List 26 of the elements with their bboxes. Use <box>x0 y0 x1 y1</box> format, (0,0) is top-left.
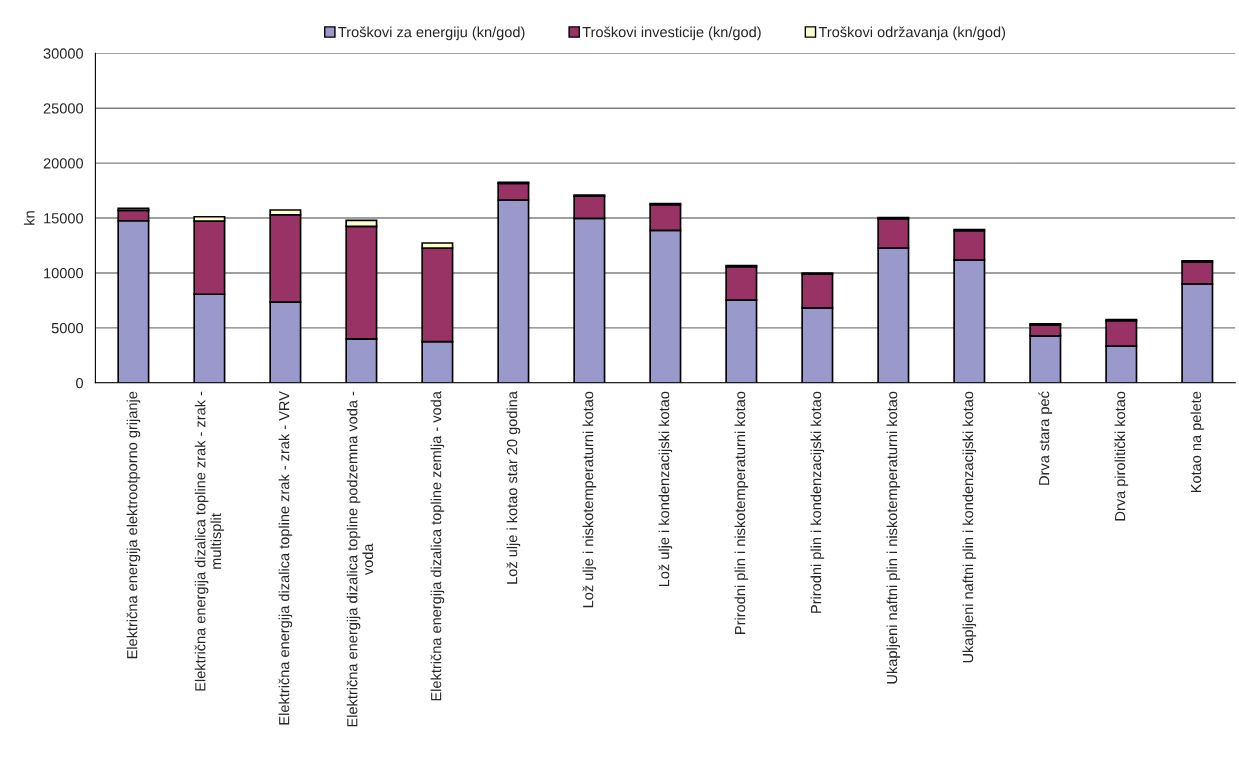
x-tick-label: Drva stara peć <box>1038 391 1053 485</box>
x-tick-label: Električna energija dizalica topline zrak - zrak - multisplit <box>194 391 225 691</box>
legend-label: Troškovi za energiju (kn/god) <box>338 26 525 41</box>
x-tick-label: Lož ulje i kondenzacijski kotao <box>658 391 673 587</box>
x-tick-label: Električna energija dizalica topline zemlja - voda <box>430 391 445 701</box>
y-tick-label: 10000 <box>44 268 84 279</box>
legend-label: Troškovi investicije (kn/god) <box>582 26 761 41</box>
x-tick-label: Prirodni plin i niskotemperaturni kotao <box>734 391 749 634</box>
legend-label: Troškovi održavanja (kn/god) <box>818 26 1006 41</box>
x-tick-label: Električna energija dizalica topline zrak - zrak - VRV <box>278 391 293 725</box>
y-tick-label: 0 <box>76 377 84 389</box>
y-tick-label: 30000 <box>43 48 84 59</box>
y-tick-label: 25000 <box>43 103 84 114</box>
x-tick-label: Drva pirolitički kotao <box>1114 391 1129 521</box>
y-tick-label: 15000 <box>44 213 84 224</box>
y-axis-title: kn <box>23 211 35 225</box>
x-tick-label: Prirodni plin i kondenzacijski kotao <box>810 391 825 613</box>
x-tick-label: Ukapljeni naftni plin i niskotemperaturni kotao <box>886 391 901 684</box>
x-tick-label: Lož ulje i niskotemperaturni kotao <box>582 391 597 608</box>
x-tick-label: Lož ulje i kotao star 20 godina <box>506 391 521 584</box>
x-tick-label: Električna energija elektrootporno grijanje <box>126 391 141 659</box>
x-tick-label: Ukapljeni naftni plin i kondenzacijski kotao <box>962 391 977 663</box>
y-tick-label: 5000 <box>51 322 84 334</box>
x-tick-label: Električna energija dizalica topline podzemna voda - voda <box>346 391 374 727</box>
y-tick-label: 20000 <box>43 158 84 169</box>
x-tick-label: Kotao na pelete <box>1190 391 1205 493</box>
